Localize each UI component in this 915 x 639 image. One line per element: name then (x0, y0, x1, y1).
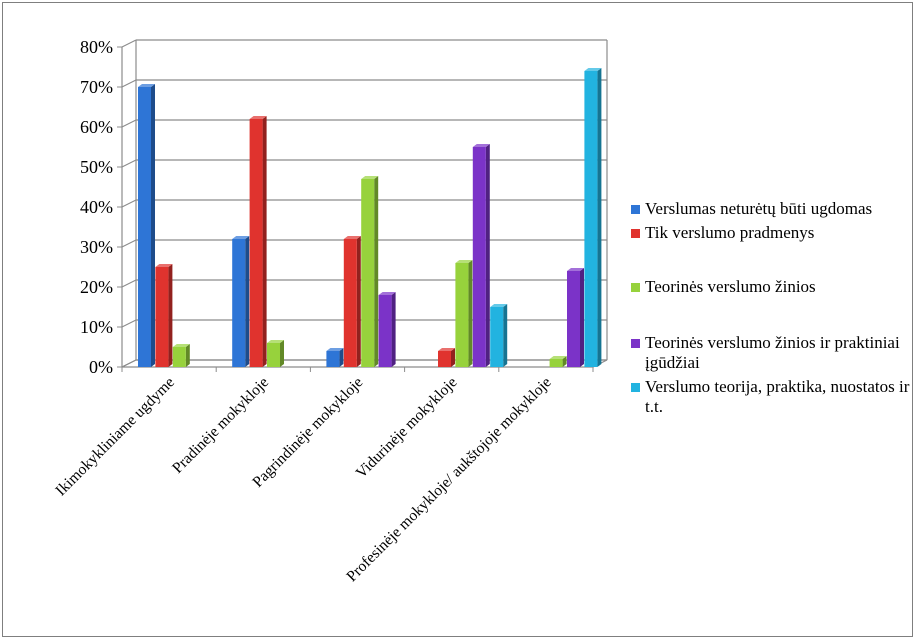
bar-side (339, 348, 344, 367)
bar-3-1 (438, 351, 451, 367)
bar-side (280, 340, 284, 367)
bar-top (172, 344, 190, 347)
bar-side (245, 236, 250, 367)
y-tick-label: 30% (80, 237, 113, 257)
legend-swatch-2 (631, 283, 640, 292)
bar-top (584, 68, 602, 71)
gridline-side (121, 159, 137, 168)
bar-side (468, 260, 473, 367)
bar-top (138, 84, 155, 87)
legend-item-0: Verslumas neturėtų būti ugdomas (631, 199, 911, 219)
bar-1-1 (249, 119, 263, 367)
bar-side (185, 344, 190, 367)
bar-top (455, 260, 473, 263)
y-tick-label: 80% (80, 37, 113, 57)
bar-2-0 (326, 351, 340, 367)
legend-label-4: Verslumo teorija, praktika, nuostatos ir… (645, 377, 910, 416)
x-category-label: Pradinėje mokykloje (169, 374, 272, 477)
bar-side (580, 268, 584, 367)
gridline-side (121, 39, 137, 48)
x-category-label: Vidurinėje mokykloje (353, 374, 461, 482)
legend-swatch-0 (631, 205, 640, 214)
gridline-side (121, 279, 137, 288)
legend-label-3: Teorinės verslumo žinios ir praktiniai į… (645, 333, 900, 372)
bar-top (267, 340, 284, 343)
legend-item-4: Verslumo teorija, praktika, nuostatos ir… (631, 377, 911, 417)
bar-4-3 (567, 271, 580, 367)
chart-plot: 0% 10% 20% 30% 40% 50% 60% 70% 80% Ikimokykliniam… (52, 37, 608, 585)
bar-2-2 (361, 179, 375, 367)
gridline-side (121, 199, 137, 208)
bar-side (503, 304, 508, 367)
bar-top (155, 264, 173, 267)
bar-top (361, 176, 379, 179)
bar-top (438, 348, 455, 351)
y-tick-label: 50% (80, 157, 113, 177)
bar-2-1 (343, 239, 357, 367)
legend-swatch-3 (631, 339, 640, 348)
bar-top (232, 236, 250, 239)
bar-0-2 (172, 347, 186, 367)
legend: Verslumas neturėtų būti ugdomas Tik vers… (631, 199, 911, 417)
legend-label-2: Teorinės verslumo žinios (645, 277, 816, 296)
bar-2-3 (378, 295, 392, 367)
y-tick-label: 10% (80, 317, 113, 337)
legend-item-1: Tik verslumo pradmenys (631, 223, 911, 243)
bar-top (549, 356, 567, 359)
bar-3-3 (472, 147, 486, 367)
gridline-side (121, 239, 137, 248)
y-tick-label: 20% (80, 277, 113, 297)
bar-side (356, 236, 361, 367)
gridline-side (121, 319, 137, 328)
bar-3-2 (455, 263, 469, 367)
bar-top (249, 116, 267, 119)
bar-side (451, 348, 455, 367)
bar-top (472, 144, 490, 147)
legend-item-2: Teorinės verslumo žinios (631, 277, 911, 297)
x-category-label: Pagrindinėje mokykloje (249, 374, 366, 491)
bar-side (562, 356, 567, 367)
gridline-side (121, 79, 137, 88)
gridline-side (121, 119, 137, 128)
y-tick-label: 0% (89, 357, 113, 377)
bar-side (168, 264, 173, 367)
bar-4-4 (584, 71, 598, 367)
y-tick-label: 60% (80, 117, 113, 137)
bar-1-2 (267, 343, 280, 367)
bar-side (262, 116, 267, 367)
bar-top (343, 236, 361, 239)
bar-side (151, 84, 155, 367)
bar-3-4 (490, 307, 504, 367)
bar-0-0 (138, 87, 151, 367)
bar-1-0 (232, 239, 246, 367)
legend-swatch-1 (631, 229, 640, 238)
bar-side (597, 68, 602, 367)
bar-top (326, 348, 344, 351)
bar-top (378, 292, 396, 295)
bar-top (490, 304, 508, 307)
legend-item-3: Teorinės verslumo žinios ir praktiniai į… (631, 333, 911, 373)
bar-0-1 (155, 267, 169, 367)
y-tick-label: 40% (80, 197, 113, 217)
x-category-label: Ikimokykliniame ugdyme (52, 374, 178, 500)
bar-side (485, 144, 490, 367)
legend-label-0: Verslumas neturėtų būti ugdomas (645, 199, 873, 218)
bar-top (567, 268, 584, 271)
x-category-label: Profesinėje mokykloje/ aukštojoje mokykl… (343, 374, 554, 585)
legend-label-1: Tik verslumo pradmenys (645, 223, 815, 242)
bar-side (374, 176, 379, 367)
y-tick-label: 70% (80, 77, 113, 97)
bar-side (391, 292, 396, 367)
legend-swatch-4 (631, 383, 640, 392)
bar-4-2 (549, 359, 563, 367)
